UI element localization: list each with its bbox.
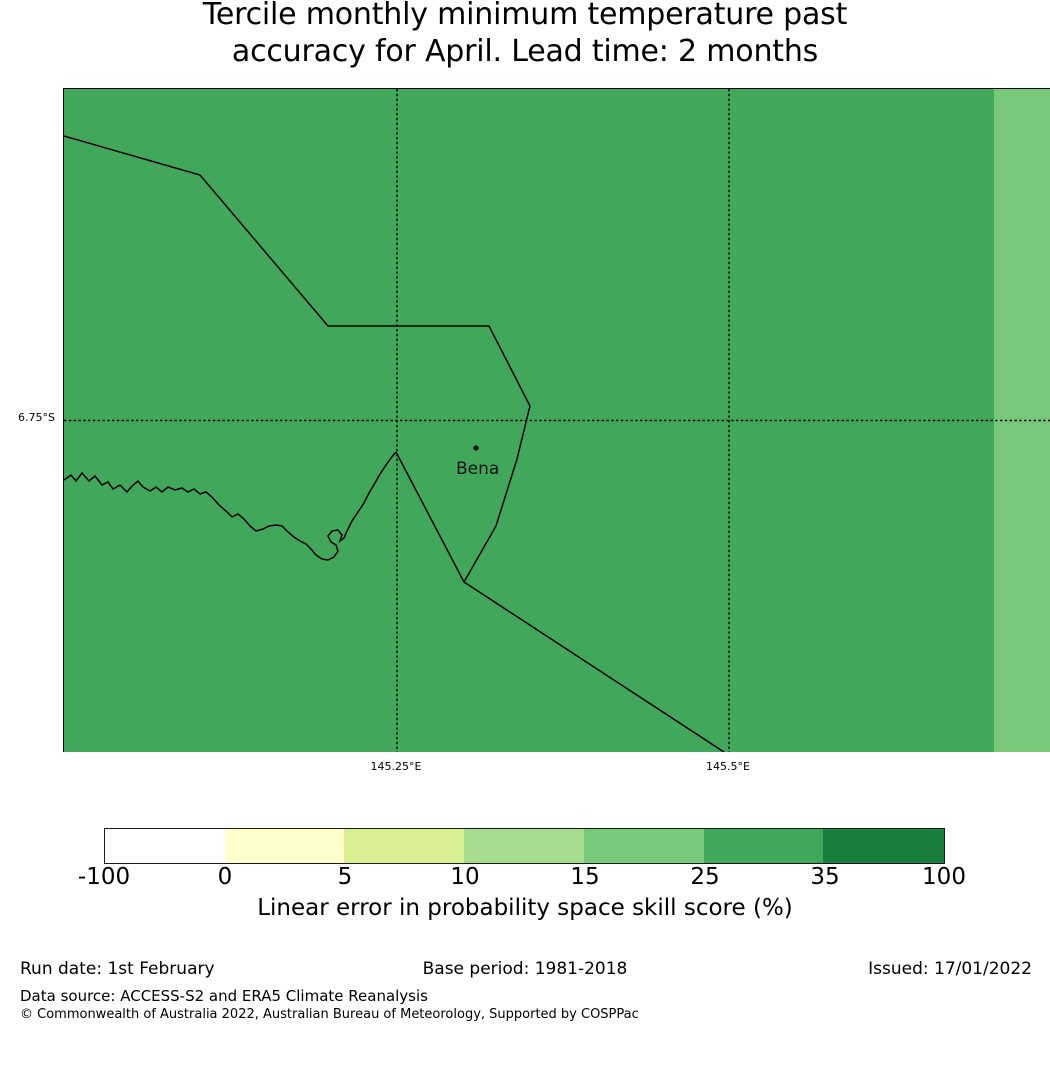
- axis-label-lat-6-75-s: 6.75°S: [18, 411, 55, 424]
- colorbar-tick-2: 5: [337, 864, 353, 890]
- colorbar-segments: [104, 828, 945, 864]
- colorbar-tick-1: 0: [217, 864, 233, 890]
- footer-data-source: Data source: ACCESS-S2 and ERA5 Climate …: [20, 987, 428, 1005]
- boundary-central: [463, 405, 531, 583]
- boundary-north: [64, 135, 531, 407]
- map-svg: [64, 89, 1050, 752]
- colorbar-segment-1: [224, 829, 345, 863]
- boundary-southeast-diagonal: [395, 451, 725, 752]
- page-title-line-1: Tercile monthly minimum temperature past: [202, 0, 848, 32]
- axis-label-lon-145-25-e: 145.25°E: [370, 760, 422, 773]
- page-title-line-2: accuracy for April. Lead time: 2 months: [231, 34, 819, 69]
- page-title: Tercile monthly minimum temperature past…: [0, 0, 1050, 70]
- city-label-bena: Bena: [456, 459, 500, 479]
- colorbar-tick-7: 100: [922, 864, 966, 890]
- colorbar-segment-6: [823, 829, 945, 863]
- footer-row-primary: Run date: 1st February Base period: 1981…: [0, 958, 1050, 984]
- colorbar-tick-5: 25: [690, 864, 720, 890]
- footer-issued-date: Issued: 17/01/2022: [868, 959, 1032, 979]
- colorbar-tick-3: 10: [450, 864, 480, 890]
- colorbar-tick-4: 15: [570, 864, 600, 890]
- footer-run-date: Run date: 1st February: [20, 959, 215, 979]
- colorbar-tick-labels: -100 0 5 10 15 25 35 100: [0, 864, 1050, 892]
- footer: Run date: 1st February Base period: 1981…: [0, 958, 1050, 1022]
- city-marker-bena[interactable]: [473, 445, 479, 451]
- colorbar-segment-4: [583, 829, 704, 863]
- colorbar-segment-2: [344, 829, 465, 863]
- colorbar-segment-5: [703, 829, 824, 863]
- colorbar-tick-6: 35: [810, 864, 840, 890]
- boundary-coastline-west: [64, 451, 397, 561]
- map-panel[interactable]: Bena: [63, 88, 1050, 752]
- colorbar-axis-label: Linear error in probability space skill …: [257, 895, 793, 921]
- colorbar-segment-3: [464, 829, 584, 863]
- colorbar: [104, 828, 945, 864]
- axis-label-lon-145-5-e: 145.5°E: [706, 760, 750, 773]
- footer-base-period: Base period: 1981-2018: [422, 959, 628, 979]
- colorbar-segment-0: [105, 829, 225, 863]
- footer-copyright: © Commonwealth of Australia 2022, Austra…: [20, 1007, 639, 1022]
- colorbar-tick-0: -100: [77, 864, 131, 890]
